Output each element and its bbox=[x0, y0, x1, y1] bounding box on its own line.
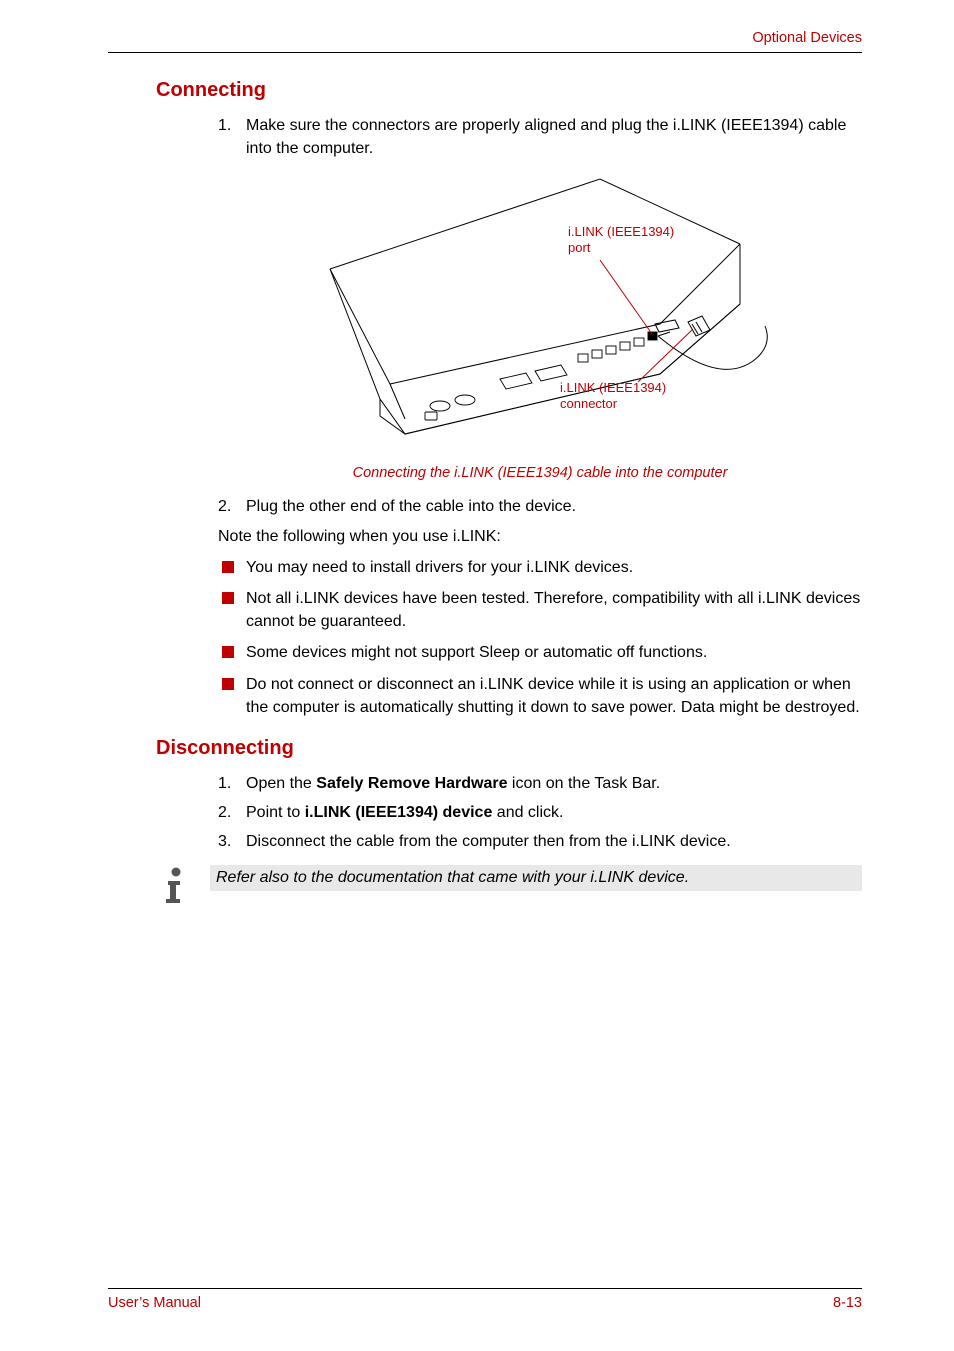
disc-step-2-post: and click. bbox=[492, 804, 563, 821]
figure-caption: Connecting the i.LINK (IEEE1394) cable i… bbox=[218, 465, 862, 481]
connecting-step-1: Make sure the connectors are properly al… bbox=[218, 114, 862, 160]
disc-step-1: Open the Safely Remove Hardware icon on … bbox=[218, 772, 862, 795]
footer-left: User’s Manual bbox=[108, 1295, 201, 1311]
info-icon bbox=[156, 865, 196, 909]
header-rule bbox=[108, 52, 862, 53]
disc-step-1-pre: Open the bbox=[246, 775, 316, 792]
disc-step-3: Disconnect the cable from the computer t… bbox=[218, 830, 862, 853]
fig-label-port-l1: i.LINK (IEEE1394) bbox=[568, 224, 674, 239]
info-note-text: Refer also to the documentation that cam… bbox=[210, 865, 862, 891]
note-intro: Note the following when you use i.LINK: bbox=[218, 525, 862, 548]
bullet-4: Do not connect or disconnect an i.LINK d… bbox=[218, 673, 862, 719]
header-section-link[interactable]: Optional Devices bbox=[108, 30, 862, 46]
disc-step-1-post: icon on the Task Bar. bbox=[507, 775, 660, 792]
footer: User’s Manual 8-13 bbox=[108, 1288, 862, 1311]
ilink-diagram-svg: i.LINK (IEEE1394) port i.LINK (IEEE1394)… bbox=[310, 174, 770, 454]
connecting-step-2: Plug the other end of the cable into the… bbox=[218, 495, 862, 518]
disc-step-1-bold: Safely Remove Hardware bbox=[316, 775, 507, 792]
disc-step-2-pre: Point to bbox=[246, 804, 305, 821]
disc-step-2-bold: i.LINK (IEEE1394) device bbox=[305, 804, 493, 821]
connecting-steps-2: Plug the other end of the cable into the… bbox=[218, 495, 862, 518]
disconnecting-steps: Open the Safely Remove Hardware icon on … bbox=[218, 772, 862, 854]
info-note-row: Refer also to the documentation that cam… bbox=[156, 865, 862, 909]
note-bullets: You may need to install drivers for your… bbox=[218, 556, 862, 719]
fig-label-conn-l2: connector bbox=[560, 396, 618, 411]
footer-rule bbox=[108, 1288, 862, 1289]
footer-right: 8-13 bbox=[833, 1295, 862, 1311]
connecting-steps-1: Make sure the connectors are properly al… bbox=[218, 114, 862, 160]
heading-connecting: Connecting bbox=[156, 79, 862, 102]
bullet-1: You may need to install drivers for your… bbox=[218, 556, 862, 579]
fig-label-port-l2: port bbox=[568, 240, 591, 255]
bullet-2: Not all i.LINK devices have been tested.… bbox=[218, 587, 862, 633]
heading-disconnecting: Disconnecting bbox=[156, 737, 862, 760]
fig-label-conn-l1: i.LINK (IEEE1394) bbox=[560, 380, 666, 395]
bullet-3: Some devices might not support Sleep or … bbox=[218, 641, 862, 664]
figure-ilink: i.LINK (IEEE1394) port i.LINK (IEEE1394)… bbox=[218, 174, 862, 459]
disc-step-2: Point to i.LINK (IEEE1394) device and cl… bbox=[218, 801, 862, 824]
